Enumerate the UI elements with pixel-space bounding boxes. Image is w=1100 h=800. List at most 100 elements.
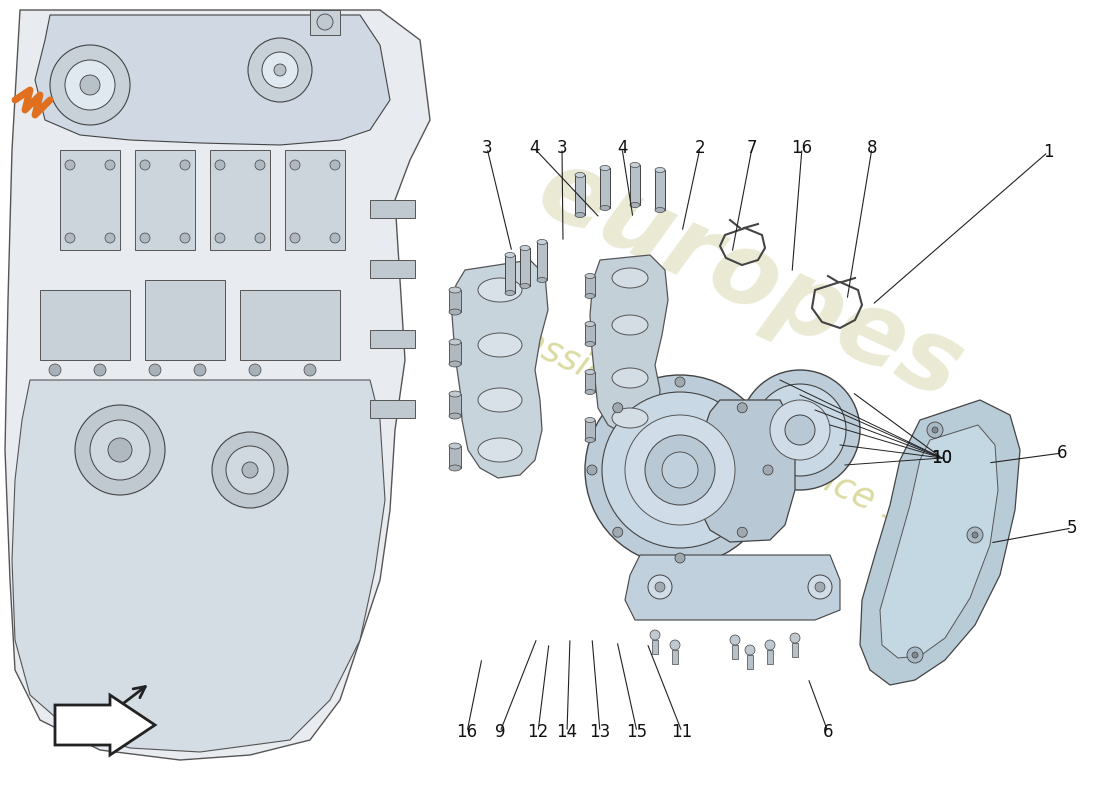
Text: 13: 13 <box>590 723 610 741</box>
Circle shape <box>65 160 75 170</box>
Ellipse shape <box>575 173 585 178</box>
Circle shape <box>226 446 274 494</box>
Text: 4: 4 <box>617 139 627 157</box>
Circle shape <box>808 575 832 599</box>
Bar <box>585 324 595 344</box>
Ellipse shape <box>612 315 648 335</box>
Bar <box>732 645 738 659</box>
Ellipse shape <box>449 361 461 367</box>
Polygon shape <box>590 255 668 435</box>
Ellipse shape <box>585 370 595 374</box>
Circle shape <box>262 52 298 88</box>
Circle shape <box>108 438 132 462</box>
Circle shape <box>675 377 685 387</box>
Bar <box>449 446 461 468</box>
Circle shape <box>255 160 265 170</box>
Circle shape <box>745 645 755 655</box>
Ellipse shape <box>585 322 595 326</box>
Circle shape <box>214 160 225 170</box>
Circle shape <box>90 420 150 480</box>
Ellipse shape <box>537 278 547 282</box>
Polygon shape <box>12 380 385 752</box>
Ellipse shape <box>585 390 595 394</box>
Ellipse shape <box>449 465 461 471</box>
Bar <box>370 330 415 348</box>
Text: 6: 6 <box>823 723 834 741</box>
Circle shape <box>65 233 75 243</box>
Ellipse shape <box>585 274 595 278</box>
Bar <box>145 280 226 360</box>
Bar <box>585 276 595 296</box>
Bar <box>60 150 120 250</box>
Circle shape <box>785 415 815 445</box>
Ellipse shape <box>520 283 530 289</box>
Circle shape <box>625 415 735 525</box>
Bar <box>285 150 345 250</box>
Bar <box>210 150 270 250</box>
Text: 1: 1 <box>1043 143 1054 161</box>
Ellipse shape <box>449 339 461 345</box>
Circle shape <box>274 64 286 76</box>
Ellipse shape <box>612 368 648 388</box>
Circle shape <box>65 60 116 110</box>
Circle shape <box>740 370 860 490</box>
Circle shape <box>214 233 225 243</box>
Circle shape <box>290 160 300 170</box>
Circle shape <box>730 635 740 645</box>
Text: 16: 16 <box>456 723 477 741</box>
Circle shape <box>927 422 943 438</box>
Ellipse shape <box>505 253 515 258</box>
Ellipse shape <box>585 418 595 422</box>
Text: 3: 3 <box>557 139 568 157</box>
Bar <box>672 650 678 664</box>
Text: 4: 4 <box>529 139 539 157</box>
Circle shape <box>330 233 340 243</box>
Circle shape <box>670 640 680 650</box>
Bar <box>652 640 658 654</box>
Circle shape <box>242 462 258 478</box>
Bar <box>370 260 415 278</box>
Bar <box>585 372 595 392</box>
Text: 11: 11 <box>671 723 693 741</box>
Text: 9: 9 <box>495 723 505 741</box>
Text: 8: 8 <box>867 139 878 157</box>
Circle shape <box>972 532 978 538</box>
Text: 7: 7 <box>747 139 757 157</box>
Circle shape <box>675 553 685 563</box>
Circle shape <box>932 427 938 433</box>
Circle shape <box>180 160 190 170</box>
Ellipse shape <box>654 167 666 173</box>
Circle shape <box>737 402 747 413</box>
Circle shape <box>648 575 672 599</box>
Text: 2: 2 <box>695 139 705 157</box>
Circle shape <box>650 630 660 640</box>
Ellipse shape <box>612 268 648 288</box>
Polygon shape <box>698 400 795 542</box>
Bar <box>40 290 130 360</box>
Bar <box>310 10 340 35</box>
Text: 15: 15 <box>626 723 648 741</box>
Circle shape <box>763 465 773 475</box>
Text: 14: 14 <box>557 723 578 741</box>
Circle shape <box>304 364 316 376</box>
Ellipse shape <box>478 388 522 412</box>
Circle shape <box>613 402 623 413</box>
Polygon shape <box>880 425 998 658</box>
Circle shape <box>50 364 60 376</box>
Ellipse shape <box>449 413 461 419</box>
Circle shape <box>50 45 130 125</box>
Text: a passion for parts since 1985: a passion for parts since 1985 <box>465 299 975 561</box>
Circle shape <box>290 233 300 243</box>
Circle shape <box>80 75 100 95</box>
Bar <box>792 643 798 657</box>
Ellipse shape <box>449 443 461 449</box>
Circle shape <box>645 435 715 505</box>
Ellipse shape <box>585 438 595 442</box>
Circle shape <box>654 582 666 592</box>
Ellipse shape <box>505 290 515 295</box>
Bar <box>520 248 530 286</box>
Circle shape <box>585 375 776 565</box>
Circle shape <box>737 527 747 538</box>
Ellipse shape <box>449 309 461 315</box>
Polygon shape <box>55 695 155 755</box>
